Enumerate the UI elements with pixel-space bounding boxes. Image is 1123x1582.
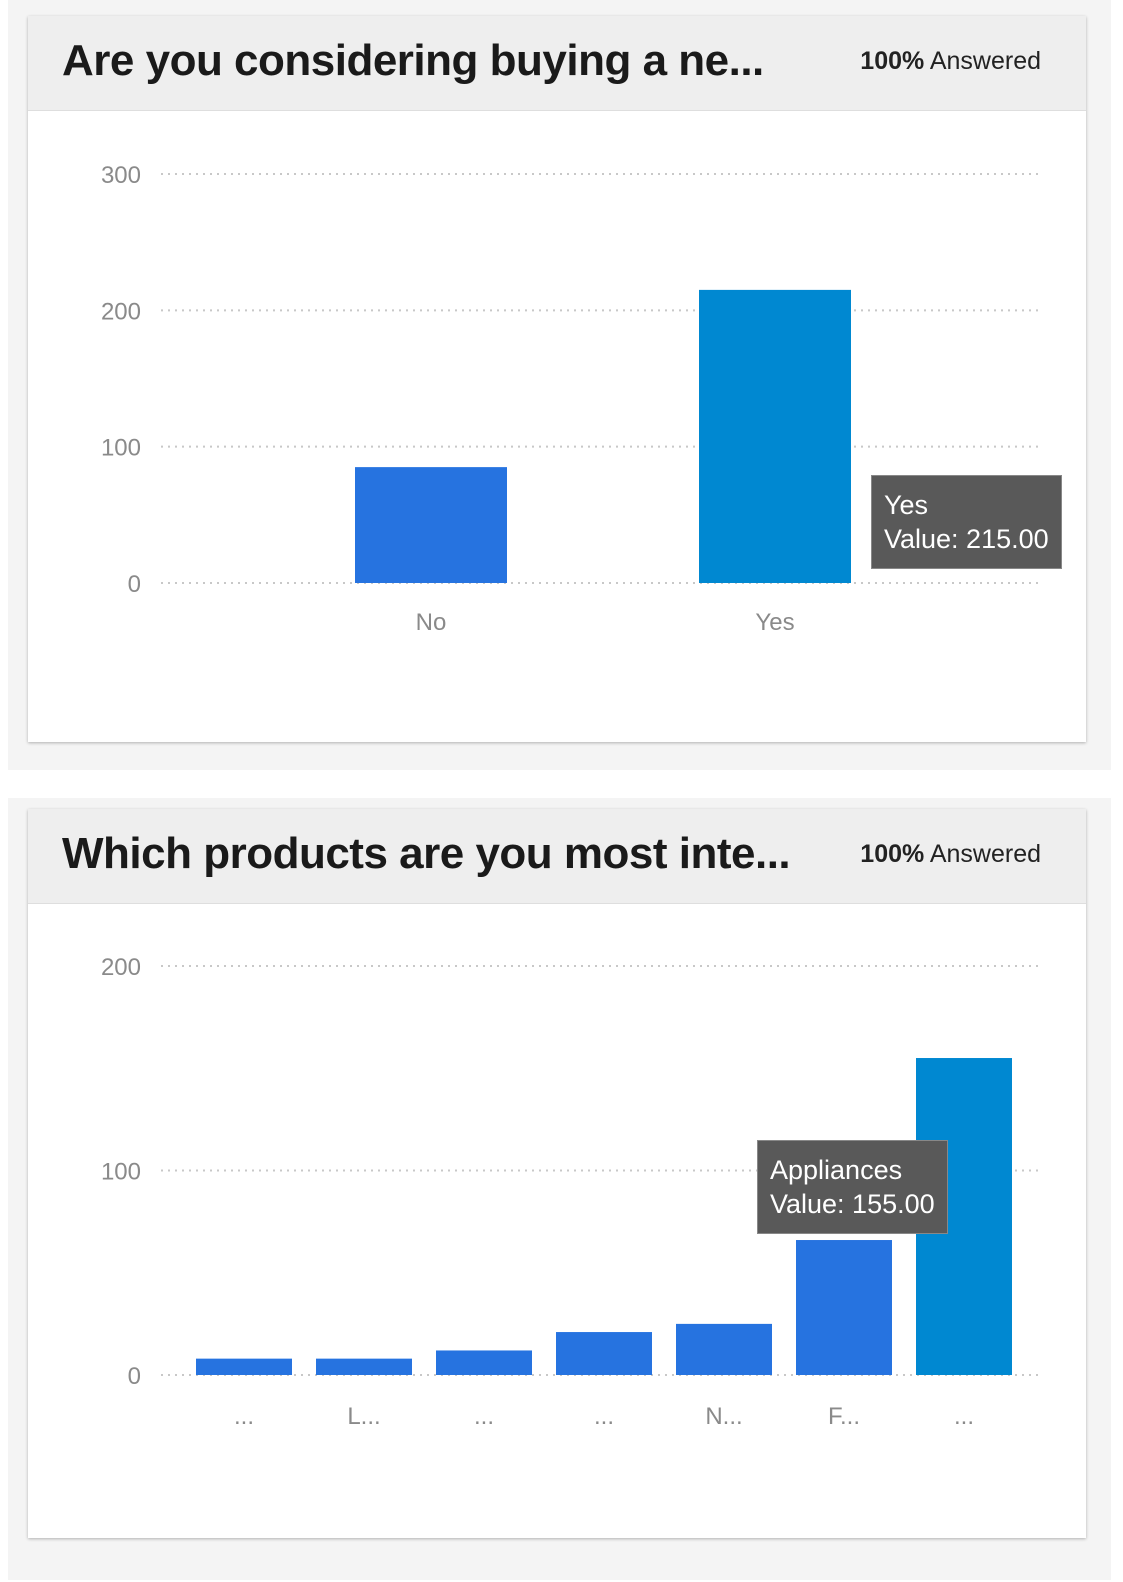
chart-title: Are you considering buying a ne...: [62, 36, 764, 85]
y-tick-label: 200: [101, 954, 141, 981]
bar-chart-2: 0 100 200... L......... N... F......: [101, 954, 1043, 1430]
y-tick-label: 200: [101, 298, 141, 325]
answered-label: Answered: [929, 840, 1041, 868]
bar: [676, 1323, 772, 1375]
answered-percent: 100%: [860, 47, 925, 75]
chart-tooltip: Yes Value: 215.00: [871, 475, 1062, 569]
bar: [436, 1350, 532, 1375]
x-category-label: No: [416, 609, 447, 636]
chart-panel-2: Which products are you most inte... 100%…: [8, 798, 1111, 1580]
x-category-label: ...: [954, 1403, 974, 1430]
answered-indicator: 100% Answered: [860, 47, 1041, 76]
bar: [316, 1358, 412, 1375]
y-tick-label: 0: [128, 1363, 141, 1390]
card-header: Are you considering buying a ne... 100% …: [28, 16, 1086, 111]
x-category-label: L...: [347, 1403, 380, 1430]
answered-percent: 100%: [860, 840, 925, 868]
tooltip-value: Value: 155.00: [770, 1189, 935, 1219]
y-tick-label: 100: [101, 435, 141, 462]
answered-indicator: 100% Answered: [860, 840, 1041, 869]
y-tick-label: 300: [101, 162, 141, 189]
x-category-label: ...: [234, 1403, 254, 1430]
chart-tooltip: Appliances Value: 155.00: [757, 1140, 948, 1234]
chart-card-1: Are you considering buying a ne... 100% …: [28, 16, 1086, 742]
tooltip-label: Yes: [884, 490, 929, 520]
x-category-label: Yes: [755, 609, 794, 636]
card-header: Which products are you most inte... 100%…: [28, 809, 1086, 904]
x-category-label: F...: [828, 1403, 860, 1430]
bar: [796, 1240, 892, 1375]
answered-label: Answered: [929, 47, 1041, 75]
bar-chart-1: 0 100 200 300 No Yes: [101, 162, 1043, 636]
chart-panel-1: Are you considering buying a ne... 100% …: [8, 0, 1111, 770]
y-tick-label: 100: [101, 1159, 141, 1186]
bar: [355, 467, 507, 583]
chart-card-2: Which products are you most inte... 100%…: [28, 809, 1086, 1538]
bar: [556, 1332, 652, 1375]
x-category-label: ...: [594, 1403, 614, 1430]
bar: [196, 1358, 292, 1375]
bar: [699, 289, 851, 583]
chart-title: Which products are you most inte...: [62, 829, 791, 878]
y-tick-label: 0: [128, 571, 141, 598]
tooltip-label: Appliances: [770, 1155, 903, 1185]
x-category-label: ...: [474, 1403, 494, 1430]
tooltip-value: Value: 215.00: [884, 524, 1049, 554]
x-category-label: N...: [705, 1403, 742, 1430]
